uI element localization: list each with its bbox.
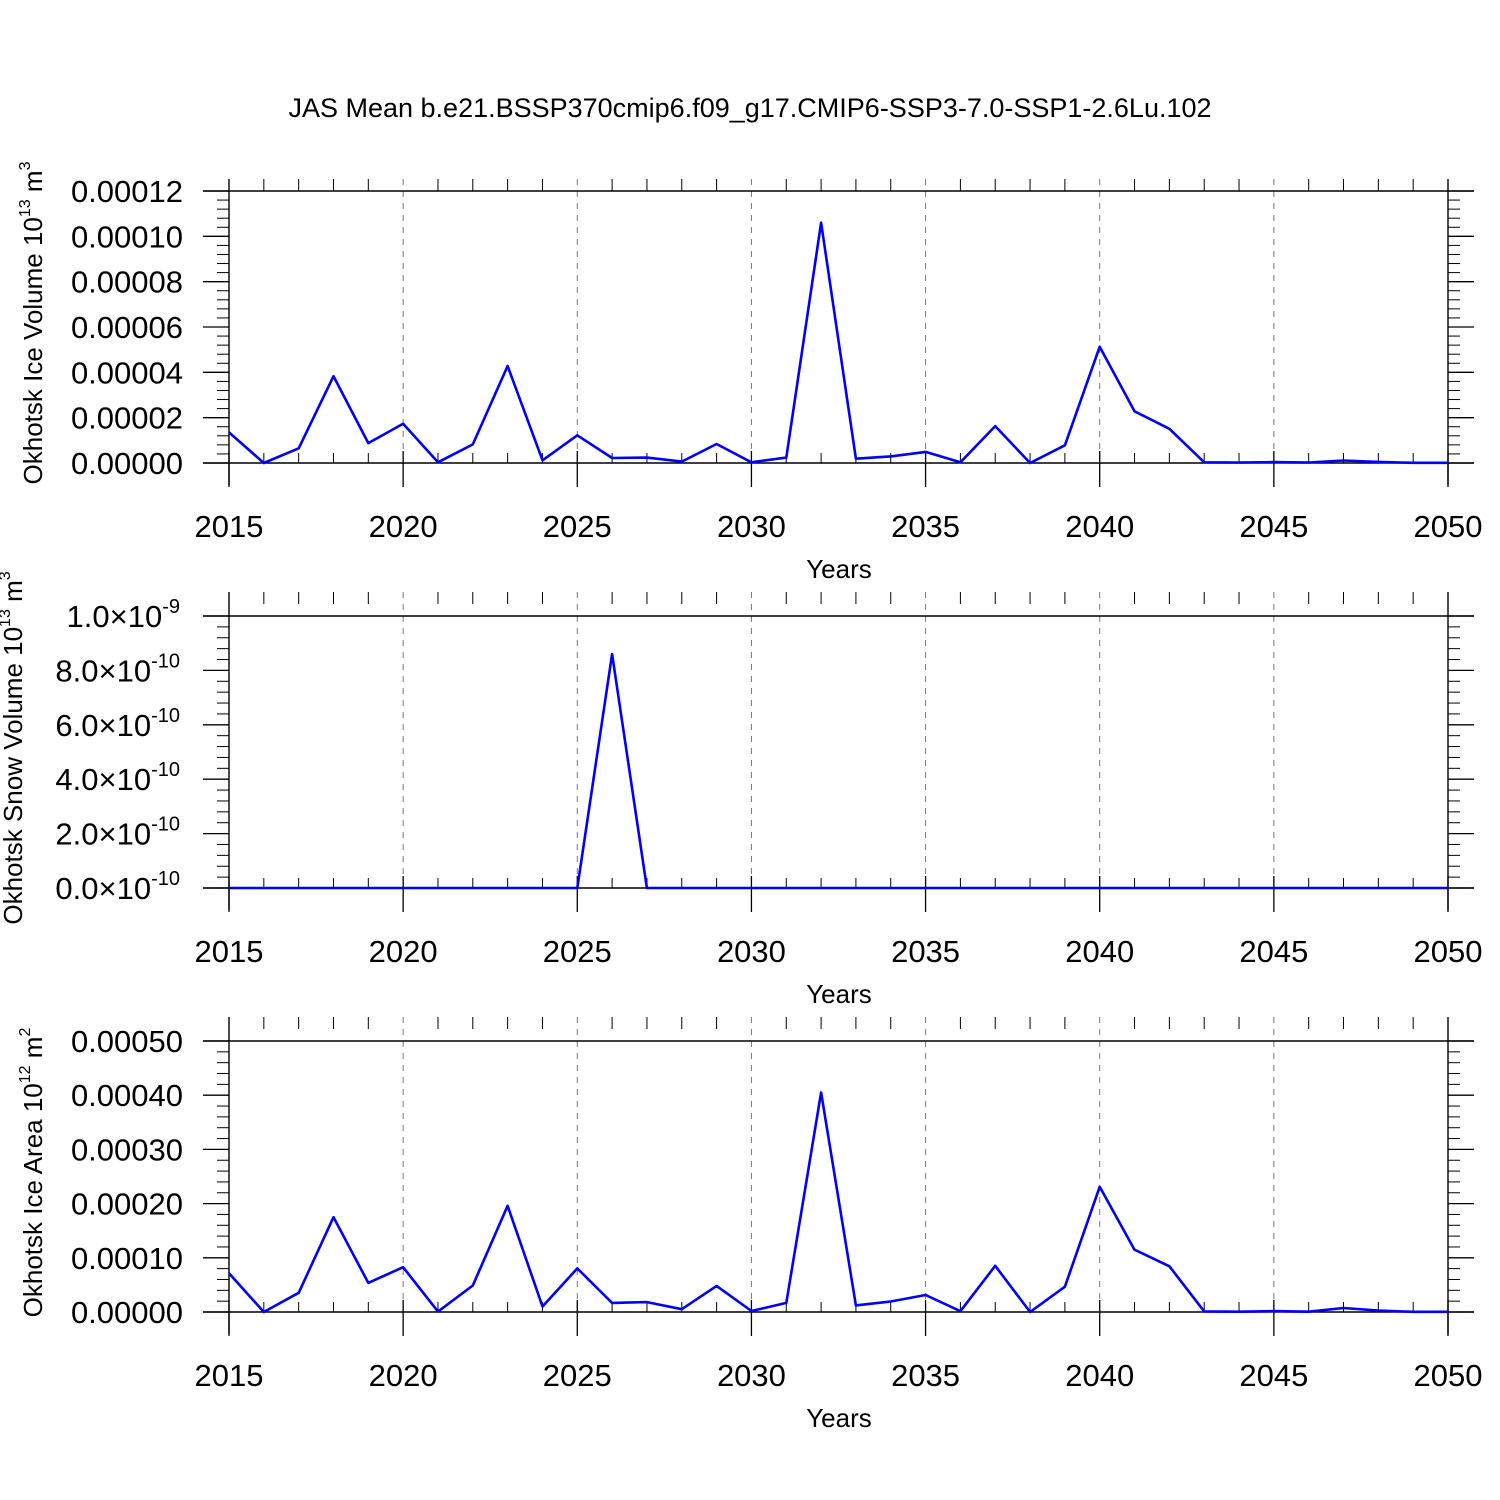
y-tick-label: 0.00000 bbox=[71, 1295, 183, 1330]
y-tick-label: 8.0×10-10 bbox=[55, 650, 180, 688]
data-series-line bbox=[228, 221, 1448, 465]
x-tick-label: 2045 bbox=[1239, 934, 1308, 969]
y-tick-label: 0.00020 bbox=[71, 1187, 183, 1222]
x-tick-label: 2030 bbox=[717, 509, 786, 544]
x-axis-title: Years bbox=[806, 1403, 872, 1433]
y-tick-label: 0.00008 bbox=[71, 265, 183, 300]
y-tick-label: 2.0×10-10 bbox=[55, 814, 180, 852]
data-series-line bbox=[228, 1091, 1448, 1314]
x-tick-label: 2050 bbox=[1414, 934, 1483, 969]
x-tick-label: 2045 bbox=[1239, 509, 1308, 544]
x-axis-title: Years bbox=[806, 554, 872, 584]
y-axis-title: Okhotsk Ice Area 1012 m2 bbox=[17, 1028, 48, 1318]
y-tick-label: 0.00010 bbox=[71, 1241, 183, 1276]
data-series-line bbox=[229, 652, 1448, 890]
y-tick-label: 0.00050 bbox=[71, 1024, 183, 1059]
x-tick-label: 2015 bbox=[195, 934, 264, 969]
x-tick-label: 2025 bbox=[543, 1358, 612, 1393]
y-tick-label: 0.00006 bbox=[71, 310, 183, 345]
chart-panel-3: 0.00000 0.00010 0.00020 0.00030 0.00040 0.000… bbox=[17, 1017, 1482, 1433]
x-tick-label: 2040 bbox=[1065, 509, 1134, 544]
y-tick-label: 0.00004 bbox=[71, 355, 183, 390]
x-tick-label: 2030 bbox=[717, 934, 786, 969]
y-tick-label: 4.0×10-10 bbox=[55, 759, 180, 797]
x-tick-label: 2020 bbox=[369, 1358, 438, 1393]
x-tick-label: 2025 bbox=[543, 509, 612, 544]
x-axis-title: Years bbox=[806, 979, 872, 1009]
y-tick-label: 0.0×10-10 bbox=[55, 868, 180, 906]
x-tick-label: 2035 bbox=[891, 509, 960, 544]
y-tick-label: 0.00010 bbox=[71, 219, 183, 254]
x-tick-label: 2050 bbox=[1414, 1358, 1483, 1393]
chart-panel-1: 0.00000 0.00002 0.00004 0.00006 0.00008 0.000… bbox=[17, 161, 1482, 584]
x-tick-label: 2025 bbox=[543, 934, 612, 969]
y-tick-label: 0.00030 bbox=[71, 1132, 183, 1167]
x-tick-label: 2045 bbox=[1239, 1358, 1308, 1393]
y-tick-label: 6.0×10-10 bbox=[55, 705, 180, 743]
x-tick-label: 2020 bbox=[369, 509, 438, 544]
x-tick-label: 2040 bbox=[1065, 1358, 1134, 1393]
x-tick-label: 2050 bbox=[1414, 509, 1483, 544]
figure-title: JAS Mean b.e21.BSSP370cmip6.f09_g17.CMIP… bbox=[288, 93, 1211, 123]
x-tick-label: 2020 bbox=[369, 934, 438, 969]
x-tick-label: 2030 bbox=[717, 1358, 786, 1393]
x-tick-label: 2040 bbox=[1065, 934, 1134, 969]
y-tick-label: 0.00002 bbox=[71, 401, 183, 436]
y-tick-label: 0.00012 bbox=[71, 174, 183, 209]
x-tick-label: 2015 bbox=[195, 1358, 264, 1393]
y-tick-label: 0.00000 bbox=[71, 446, 183, 481]
x-tick-label: 2035 bbox=[891, 934, 960, 969]
y-tick-label: 0.00040 bbox=[71, 1078, 183, 1113]
y-axis-title: Okhotsk Ice Volume 1013 m3 bbox=[17, 161, 48, 484]
y-axis-title: Okhotsk Snow Volume 1013 m3 bbox=[0, 571, 28, 924]
chart-panel-2: 0.0×10-10 2.0×10-10 4.0×10-10 6.0×10-10 8.0×… bbox=[0, 571, 1482, 1009]
x-tick-label: 2015 bbox=[195, 509, 264, 544]
y-tick-label: 1.0×10-9 bbox=[67, 596, 180, 634]
x-tick-label: 2035 bbox=[891, 1358, 960, 1393]
